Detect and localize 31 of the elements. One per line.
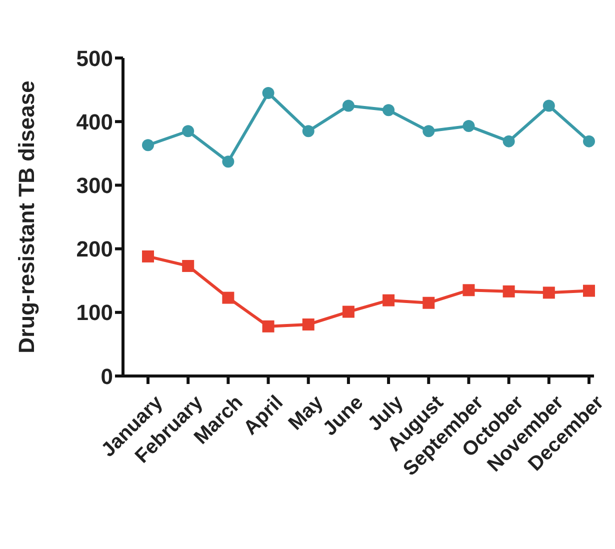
point xyxy=(542,286,555,299)
y-tick-label: 400 xyxy=(76,109,113,134)
y-tick-label: 200 xyxy=(76,236,113,262)
point xyxy=(142,250,154,262)
point xyxy=(462,120,475,132)
point xyxy=(542,100,555,112)
point xyxy=(422,296,435,309)
y-tick-label: 300 xyxy=(76,173,113,198)
point xyxy=(422,125,435,138)
point xyxy=(382,294,395,306)
point xyxy=(583,284,595,297)
point xyxy=(222,156,234,168)
point xyxy=(502,285,515,298)
y-tick-label: 100 xyxy=(76,300,113,326)
y-axis-title: Drug-resistant TB disease xyxy=(14,80,39,354)
point xyxy=(262,320,274,332)
point xyxy=(302,125,314,138)
point xyxy=(302,318,314,330)
point xyxy=(462,284,475,296)
point xyxy=(382,104,395,116)
point xyxy=(262,86,274,99)
y-tick-label: 0 xyxy=(100,364,113,389)
y-tick-label: 500 xyxy=(76,46,113,71)
point xyxy=(222,292,234,304)
point xyxy=(502,135,515,148)
point xyxy=(342,306,354,318)
point xyxy=(342,100,354,112)
point xyxy=(583,135,595,148)
point xyxy=(182,260,194,272)
point xyxy=(142,139,154,152)
point xyxy=(182,125,194,138)
